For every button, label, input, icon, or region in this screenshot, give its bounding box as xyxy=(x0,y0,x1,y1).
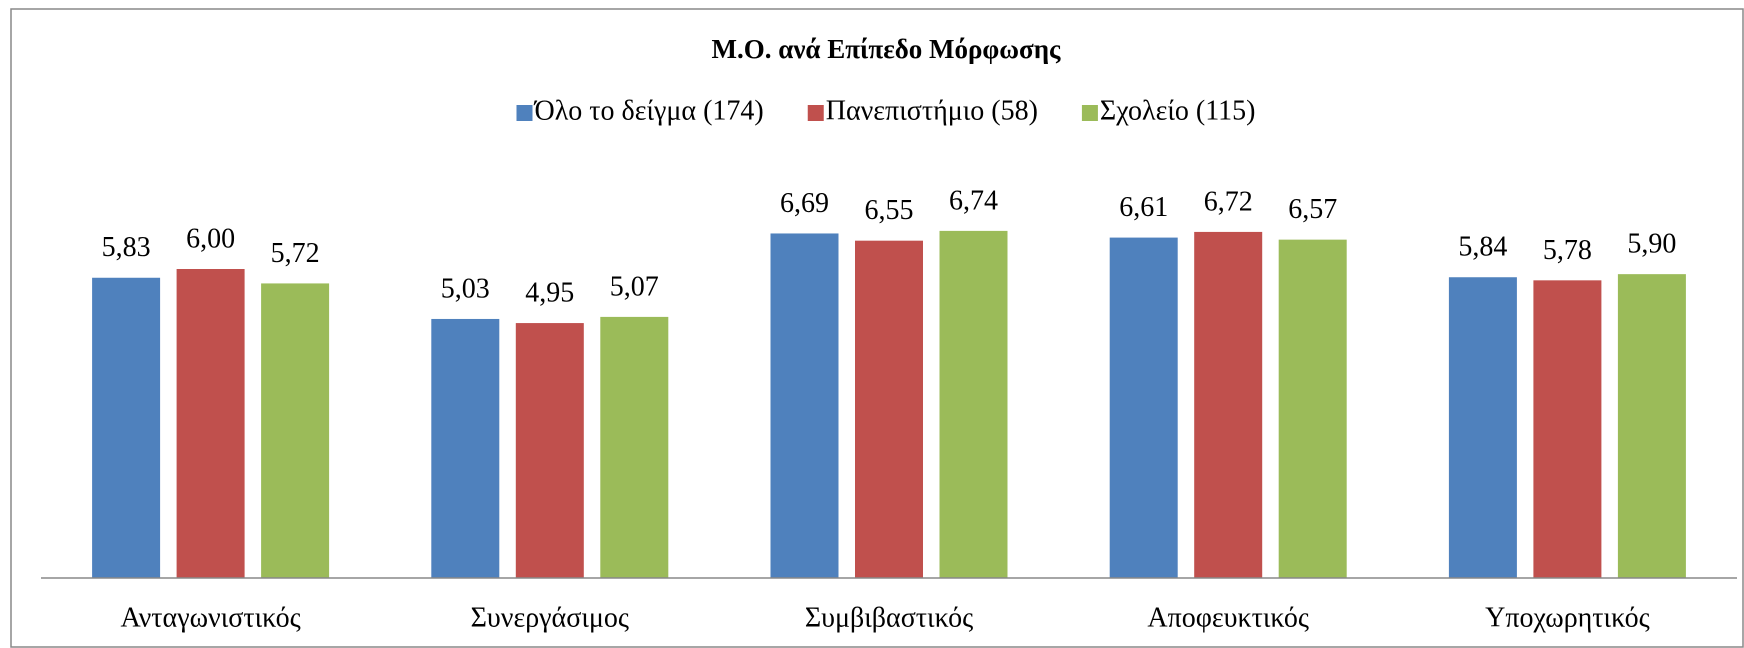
bar xyxy=(1533,280,1602,578)
data-label: 6,00 xyxy=(186,223,235,254)
bar xyxy=(1194,231,1263,579)
legend-label: Πανεπιστήμιο (58) xyxy=(826,95,1038,126)
data-label: 6,74 xyxy=(949,185,998,216)
data-label: 5,07 xyxy=(610,271,659,302)
bar xyxy=(515,323,584,578)
data-label: 5,83 xyxy=(102,232,151,263)
bar xyxy=(176,269,245,578)
data-label: 6,61 xyxy=(1119,192,1168,223)
bar xyxy=(1109,237,1178,578)
data-label: 4,95 xyxy=(525,277,574,308)
bar xyxy=(92,277,161,578)
x-tick-label: Συμβιβαστικός xyxy=(805,602,973,633)
legend-label: Όλο το δείγμα (174) xyxy=(533,95,763,126)
x-tick-label: Αποφευκτικός xyxy=(1147,602,1309,633)
data-label: 5,72 xyxy=(271,238,320,269)
x-tick-label: Συνεργάσιμος xyxy=(471,602,629,633)
legend: Όλο το δείγμα (174) Πανεπιστήμιο (58) Σχολ… xyxy=(516,95,1256,126)
chart-title: Μ.Ο. ανά Επίπεδο Μόρφωσης xyxy=(712,34,1061,64)
bar xyxy=(431,318,500,578)
legend-label: Σχολείο (115) xyxy=(1100,95,1256,126)
bar xyxy=(939,230,1008,578)
data-label: 6,72 xyxy=(1204,186,1253,217)
legend-swatch xyxy=(1081,105,1098,121)
data-label: 5,84 xyxy=(1458,232,1507,263)
bar xyxy=(1617,274,1686,578)
x-tick-label: Ανταγωνιστικός xyxy=(121,602,301,633)
bar xyxy=(770,233,839,578)
x-tick-label: Υποχωρητικός xyxy=(1485,602,1650,633)
data-label: 5,03 xyxy=(441,273,490,304)
bar xyxy=(261,283,330,578)
data-label: 6,57 xyxy=(1288,194,1337,225)
bar xyxy=(600,316,669,578)
data-label: 6,55 xyxy=(865,195,914,226)
legend-swatch xyxy=(516,105,533,121)
data-label: 5,90 xyxy=(1627,229,1676,260)
bar xyxy=(1278,239,1347,578)
bar xyxy=(1448,277,1517,578)
legend-swatch xyxy=(807,105,824,121)
data-label: 6,69 xyxy=(780,188,829,219)
data-label: 5,78 xyxy=(1543,235,1592,266)
bar xyxy=(855,240,923,579)
